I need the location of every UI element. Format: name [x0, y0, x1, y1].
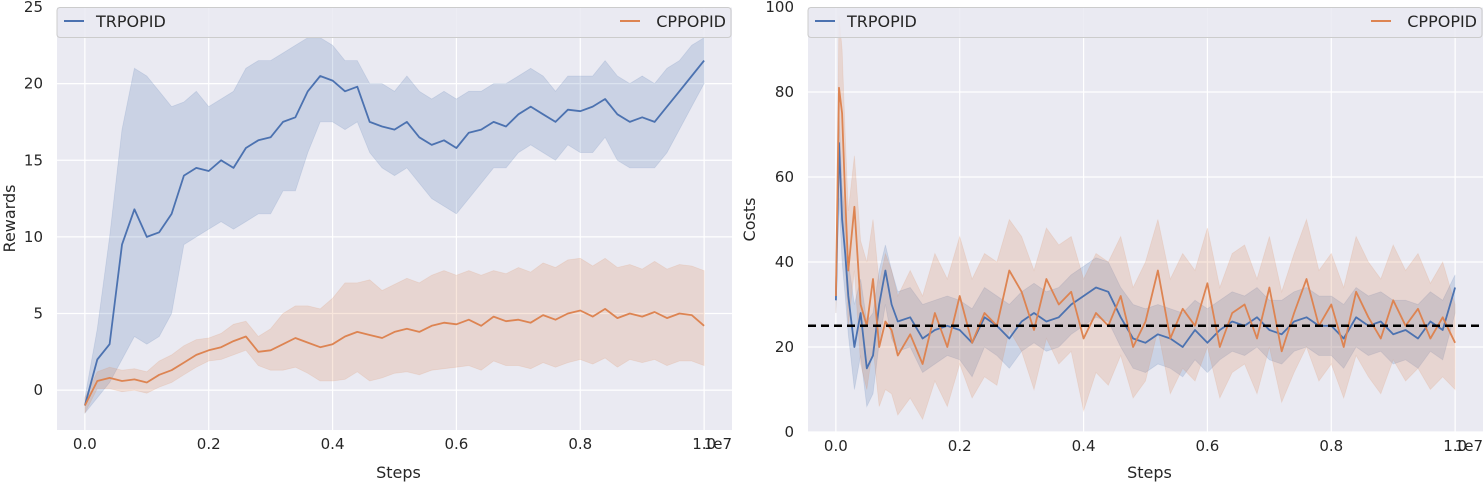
x-tick-label: 0.4	[321, 435, 345, 453]
confidence-band-0	[84, 36, 705, 415]
confidence-band-0	[835, 113, 1456, 408]
series-line-0	[84, 60, 705, 406]
legend-frame	[807, 7, 1483, 38]
legend-entry-1: CPPOPID	[1407, 12, 1477, 31]
x-tick-label: 1.0	[692, 435, 716, 453]
plot-area	[84, 36, 705, 415]
y-tick-label: 0	[33, 381, 43, 399]
y-tick-label: 60	[775, 168, 794, 186]
x-tick-label: 0.0	[824, 437, 848, 455]
legend-entry-0: TRPOPID	[846, 12, 917, 31]
x-tick-label: 0.2	[948, 437, 972, 455]
confidence-band-1	[84, 257, 705, 414]
legend: TRPOPID CPPOPID	[807, 7, 1483, 38]
x-tick-label: 0.8	[1319, 437, 1343, 455]
legend-frame	[56, 7, 732, 38]
x-multiplier-label: 1e7	[704, 435, 732, 453]
y-tick-label: 0	[784, 423, 794, 441]
series-line-0	[835, 142, 1456, 370]
x-tick-label: 0.4	[1072, 437, 1096, 455]
y-tick-label: 25	[24, 0, 43, 16]
plot-area	[835, 15, 1456, 421]
series-line-1	[84, 307, 705, 406]
x-tick-label: 1.0	[1443, 437, 1467, 455]
chart-panel-0: 0.0 0.2 0.4 0.6 0.8 1.0 0 5 10 15 20 25 Steps Rewards…	[0, 0, 732, 482]
x-axis-label: Steps	[1127, 463, 1172, 482]
y-axis-label: Costs	[740, 198, 759, 242]
y-tick-label: 40	[775, 253, 794, 271]
y-tick-label: 20	[24, 75, 43, 93]
x-tick-label: 0.2	[197, 435, 221, 453]
x-tick-label: 0.6	[1195, 437, 1219, 455]
legend-entry-1: CPPOPID	[656, 12, 726, 31]
x-multiplier-label: 1e7	[1455, 437, 1483, 455]
y-tick-label: 5	[33, 305, 43, 323]
x-tick-label: 0.6	[444, 435, 468, 453]
legend: TRPOPID CPPOPID	[56, 7, 732, 38]
legend-entry-0: TRPOPID	[95, 12, 166, 31]
y-axis-label: Rewards	[0, 185, 19, 253]
y-tick-label: 20	[775, 338, 794, 356]
y-tick-label: 15	[24, 151, 43, 169]
series-line-1	[835, 86, 1456, 365]
chart-panel-1: 0.0 0.2 0.4 0.6 0.8 1.0 0 20 40 60 80 100 Steps Costs…	[740, 0, 1483, 482]
x-axis-label: Steps	[376, 463, 421, 482]
y-tick-label: 80	[775, 83, 794, 101]
x-tick-label: 0.0	[73, 435, 97, 453]
x-tick-label: 0.8	[568, 435, 592, 453]
y-tick-label: 10	[24, 228, 43, 246]
y-tick-label: 100	[765, 0, 794, 16]
